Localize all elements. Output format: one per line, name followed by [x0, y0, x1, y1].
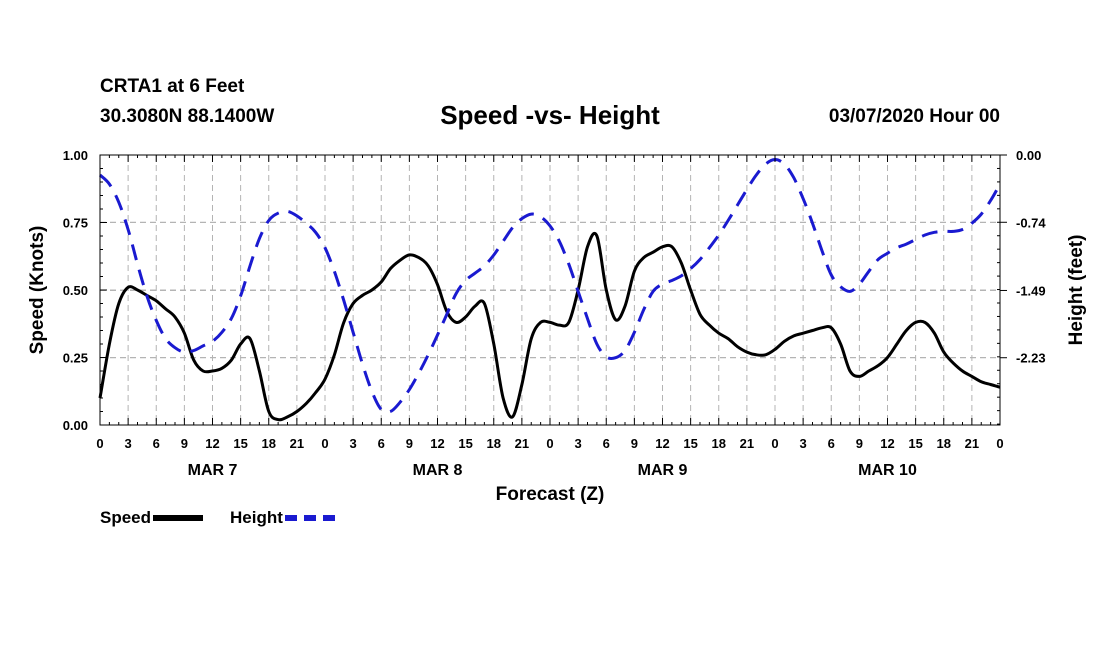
forecast-datetime: 03/07/2020 Hour 00 — [828, 106, 1000, 127]
x-tick-label: 9 — [406, 436, 413, 451]
x-tick-label: 3 — [575, 436, 582, 451]
x-tick-label: 15 — [683, 436, 697, 451]
x-axis-title: Forecast (Z) — [496, 484, 605, 505]
series-line-height — [98, 158, 1002, 414]
x-tick-label: 0 — [321, 436, 328, 451]
x-tick-label: 3 — [125, 436, 132, 451]
coordinates-label: 30.3080N 88.1400W — [100, 106, 275, 127]
x-tick-label: 6 — [603, 436, 610, 451]
x-tick-label: 0 — [546, 436, 553, 451]
x-tick-label: 0 — [771, 436, 778, 451]
x-tick-label: 0 — [996, 436, 1003, 451]
axis-ticks — [99, 154, 1007, 426]
station-label: CRTA1 at 6 Feet — [100, 76, 245, 97]
x-tick-label: 0 — [96, 436, 103, 451]
x-tick-label: 12 — [880, 436, 894, 451]
legend-height-label: Height — [230, 508, 283, 527]
x-tick-label: 18 — [937, 436, 951, 451]
day-label: MAR 10 — [858, 462, 917, 479]
legend-speed: Speed — [100, 508, 204, 528]
y2-tick-label: 0.00 — [1016, 148, 1041, 163]
x-tick-label: 9 — [856, 436, 863, 451]
x-tick-label: 3 — [350, 436, 357, 451]
x-tick-label: 15 — [233, 436, 247, 451]
x-tick-label: 21 — [965, 436, 979, 451]
series-line-speed — [98, 231, 1001, 422]
y-tick-label: 0.50 — [63, 283, 88, 298]
y-tick-label: 0.00 — [63, 418, 88, 433]
y2-axis-title: Height (feet) — [1066, 235, 1087, 346]
x-tick-label: 3 — [800, 436, 807, 451]
x-tick-label: 12 — [205, 436, 219, 451]
gridlines — [100, 154, 1000, 425]
y-tick-label: 0.75 — [63, 216, 88, 231]
x-tick-label: 18 — [487, 436, 501, 451]
x-tick-label: 12 — [430, 436, 444, 451]
x-tick-label: 18 — [712, 436, 726, 451]
y-tick-label: 1.00 — [63, 148, 88, 163]
y-tick-label: 0.25 — [63, 351, 88, 366]
x-tick-label: 15 — [908, 436, 922, 451]
axis-labels: 0 3 6 9 12 15 18 21 0 3 6 9 12 15 18 21 0 3 6 9 12 15 18 21 0 3 6 9… — [63, 148, 1047, 479]
y-axis-title: Speed (Knots) — [27, 226, 48, 355]
chart-title: Speed -vs- Height — [440, 100, 660, 130]
legend-height-swatch — [284, 515, 335, 521]
x-tick-label: 6 — [828, 436, 835, 451]
legend-height: Height — [230, 508, 335, 528]
y2-tick-label: -1.49 — [1016, 283, 1046, 298]
x-tick-label: 12 — [655, 436, 669, 451]
x-tick-label: 6 — [378, 436, 385, 451]
y2-tick-label: -0.74 — [1016, 215, 1046, 230]
x-tick-label: 9 — [181, 436, 188, 451]
x-tick-label: 9 — [631, 436, 638, 451]
x-tick-label: 18 — [262, 436, 276, 451]
data-series — [98, 158, 1002, 422]
x-tick-label: 21 — [290, 436, 304, 451]
day-label: MAR 9 — [638, 462, 688, 479]
y2-tick-label: -2.23 — [1016, 351, 1046, 366]
legend-speed-label: Speed — [100, 508, 152, 527]
legend-speed-swatch — [153, 515, 204, 521]
day-label: MAR 7 — [188, 462, 238, 479]
x-tick-label: 21 — [515, 436, 529, 451]
x-tick-label: 6 — [153, 436, 160, 451]
x-tick-label: 21 — [740, 436, 754, 451]
day-label: MAR 8 — [413, 462, 463, 479]
x-tick-label: 15 — [458, 436, 472, 451]
